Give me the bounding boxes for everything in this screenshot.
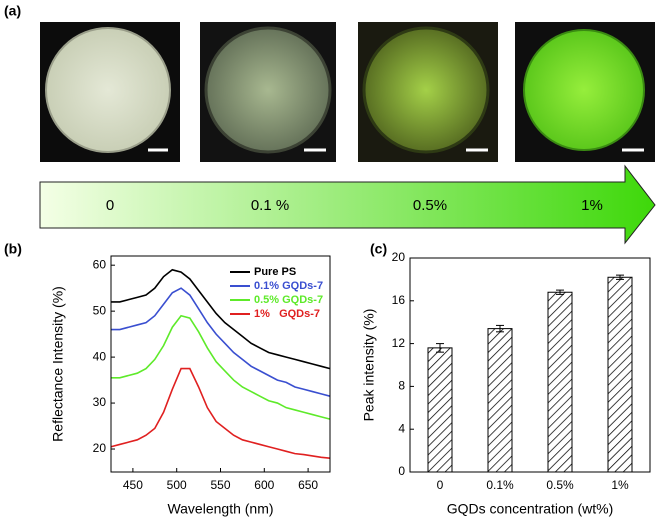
x-tick-label: 0	[437, 478, 444, 492]
y-axis-label: Peak intensity (%)	[361, 309, 377, 422]
bar	[607, 276, 633, 473]
x-tick-label: 450	[123, 478, 143, 492]
y-tick-label: 30	[93, 395, 107, 409]
spectrum-line	[111, 268, 331, 370]
x-tick-label: 0.1%	[486, 478, 514, 492]
concentration-arrow	[39, 164, 656, 245]
x-tick-label: 650	[298, 478, 318, 492]
y-tick-label: 12	[392, 336, 406, 350]
x-tick-label: 0.5%	[546, 478, 574, 492]
y-tick-label: 4	[398, 421, 405, 435]
arrow-label: 0.5%	[413, 197, 447, 214]
arrow-label: 0	[106, 197, 114, 214]
photo	[515, 22, 655, 162]
y-tick-label: 20	[392, 250, 406, 264]
spectrum-line	[111, 287, 331, 397]
panel-label: (c)	[370, 241, 387, 257]
spectrum-line	[111, 314, 331, 420]
y-tick-label: 50	[93, 303, 107, 317]
x-tick-label: 1%	[611, 478, 629, 492]
x-tick-label: 550	[210, 478, 230, 492]
y-tick-label: 20	[93, 441, 107, 455]
y-tick-label: 8	[398, 379, 405, 393]
arrow-label: 1%	[581, 197, 603, 214]
y-axis-label: Reflectance Intensity (%)	[50, 286, 66, 442]
photo	[200, 22, 336, 162]
y-tick-label: 0	[398, 464, 405, 478]
panel-label: (b)	[4, 241, 22, 257]
plot-frame	[409, 257, 651, 473]
legend-label: 0.1% GQDs-7	[254, 280, 323, 292]
bar	[547, 291, 573, 473]
bar	[487, 328, 513, 473]
legend-label: 0.5% GQDs-7	[254, 294, 323, 306]
y-tick-label: 40	[93, 349, 107, 363]
photo	[358, 22, 498, 162]
panel-label: (a)	[4, 3, 21, 19]
bar	[427, 347, 453, 473]
x-tick-label: 500	[167, 478, 187, 492]
y-tick-label: 16	[392, 293, 406, 307]
legend-label: Pure PS	[254, 266, 296, 278]
plot-frame	[110, 255, 331, 473]
photo	[40, 22, 180, 162]
legend-label: 1% GQDs-7	[254, 308, 320, 320]
x-axis-label: Wavelength (nm)	[167, 501, 273, 517]
x-axis-label: GQDs concentration (wt%)	[447, 501, 614, 517]
spectrum-line	[110, 367, 331, 460]
y-tick-label: 60	[93, 257, 107, 271]
x-tick-label: 600	[254, 478, 274, 492]
arrow-label: 0.1 %	[251, 197, 289, 214]
